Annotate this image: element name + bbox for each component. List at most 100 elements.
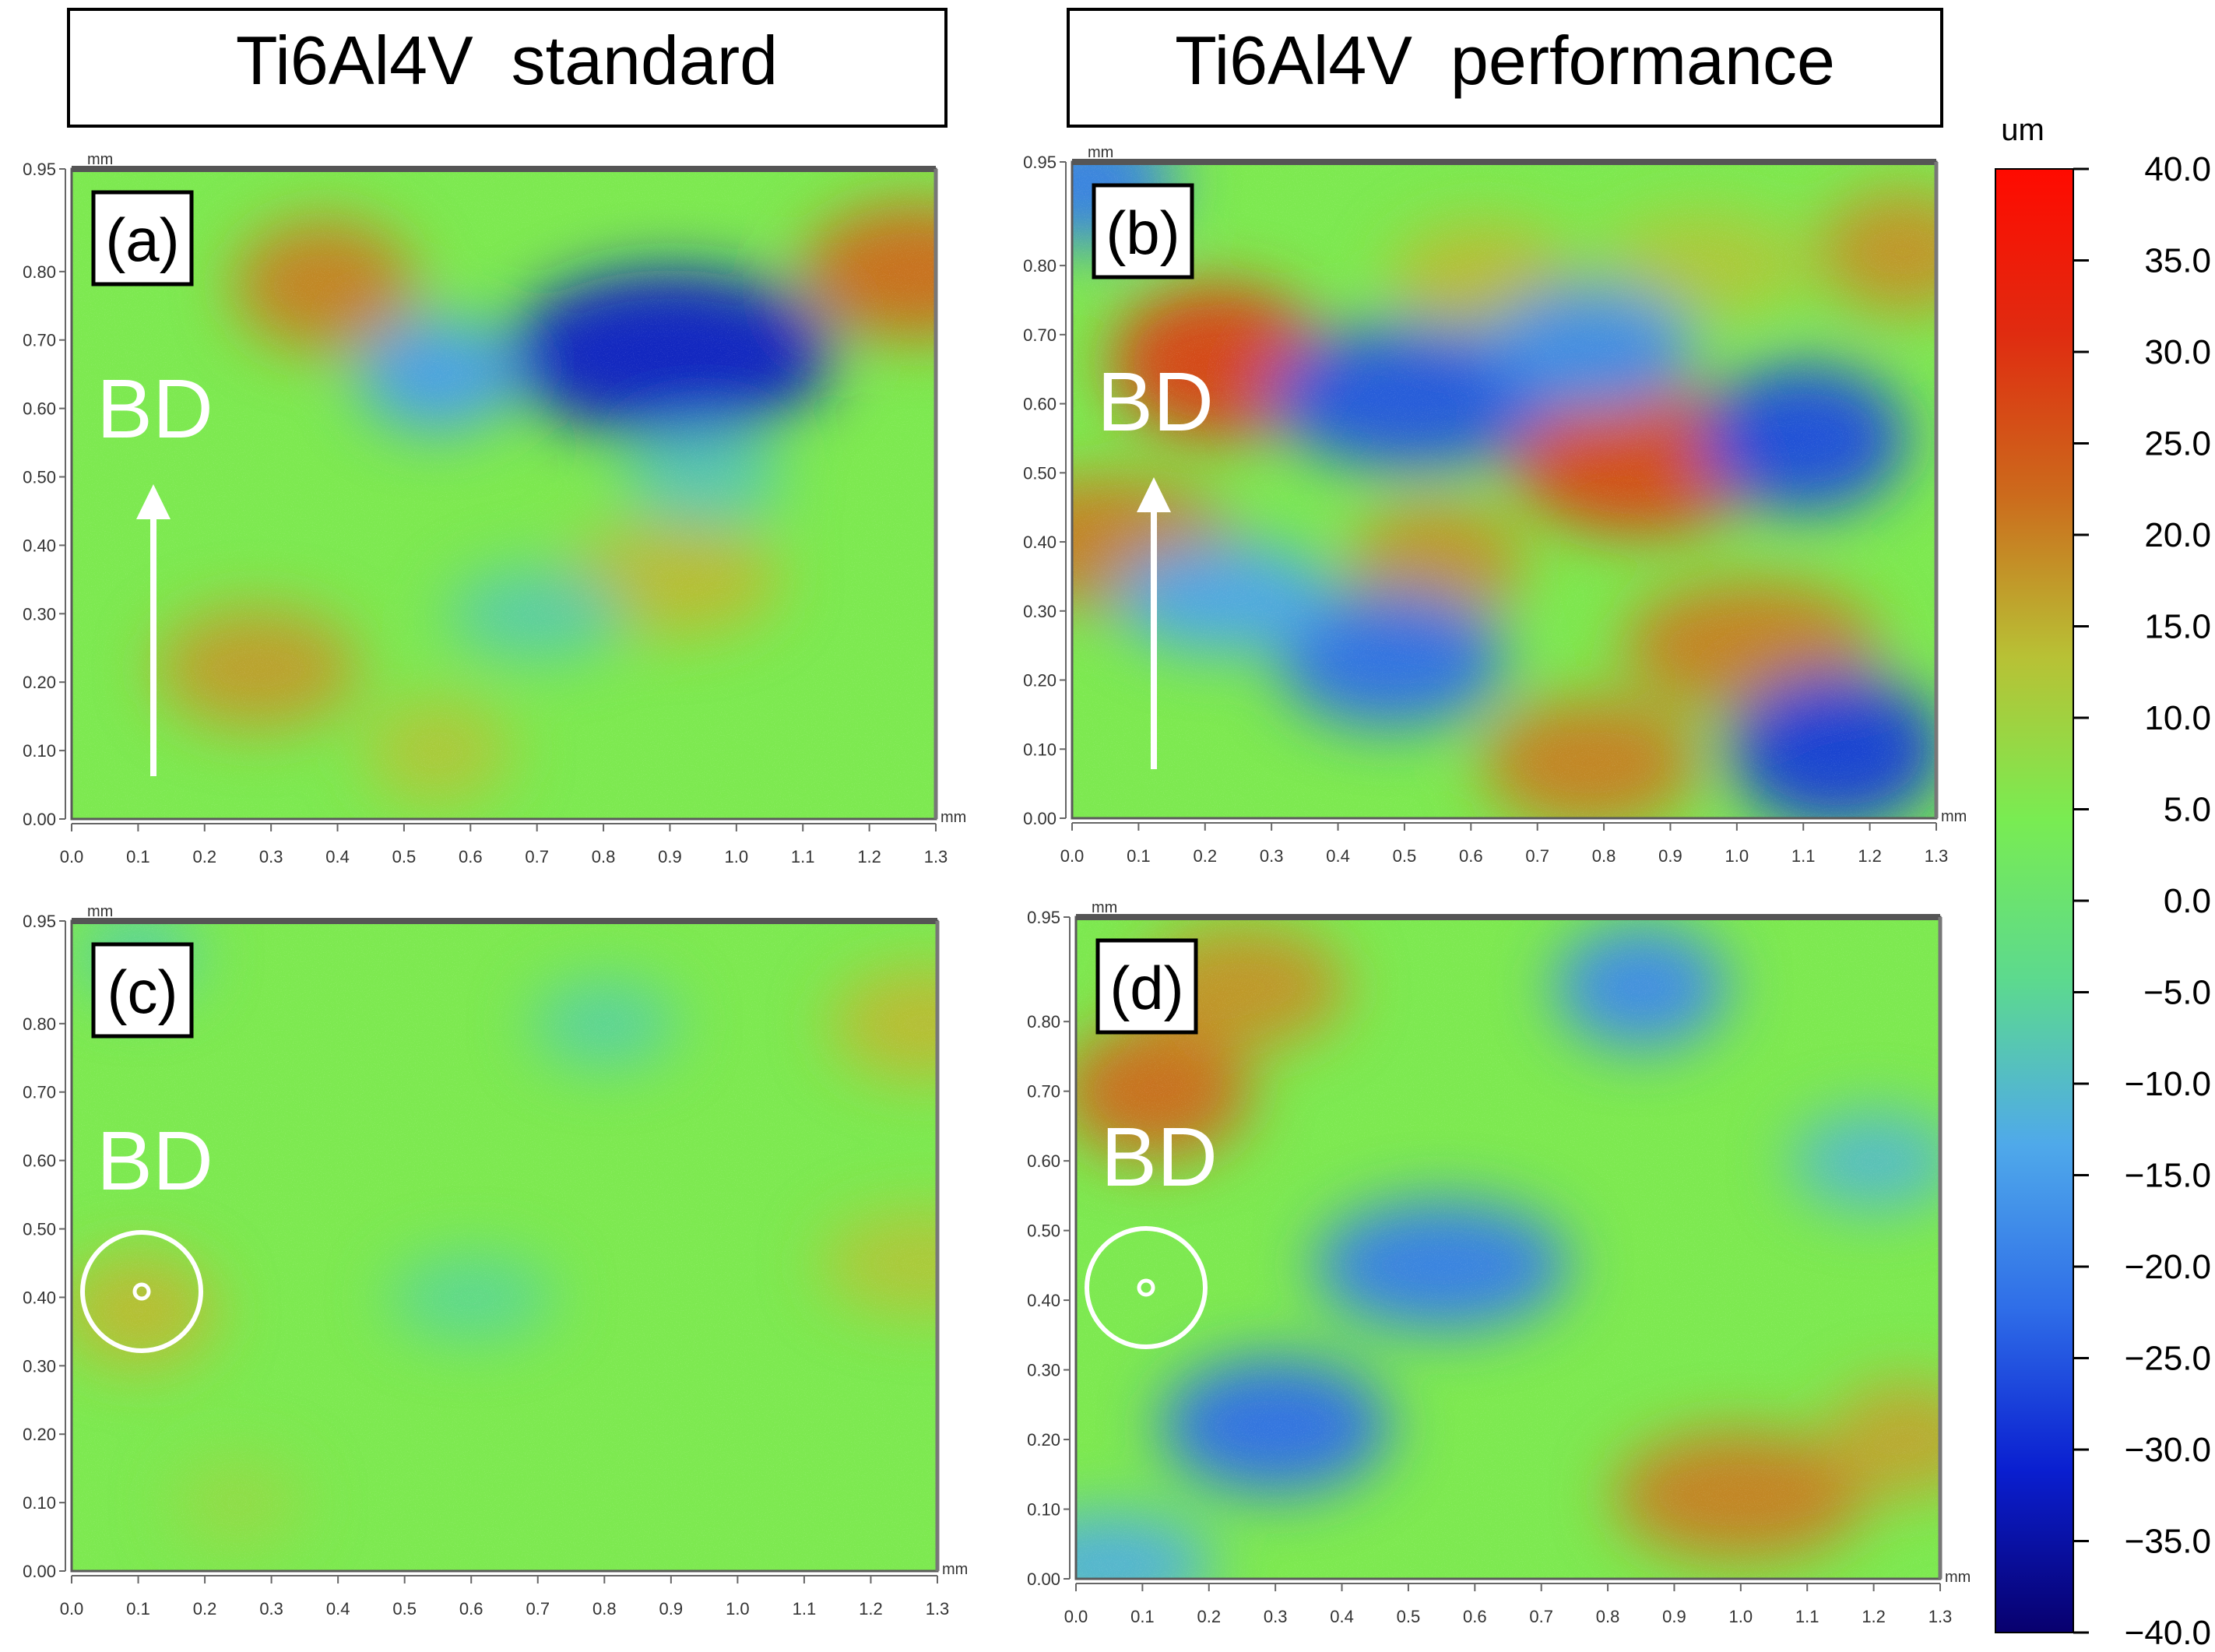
out-of-plane-circle-icon: [1085, 1226, 1208, 1349]
x-tick-label: 0.8: [592, 1599, 617, 1619]
x-tick-label: 0.6: [1463, 1607, 1487, 1626]
x-tick-label: 1.0: [725, 847, 749, 866]
x-tick-label: 0.3: [259, 1599, 283, 1619]
y-tick-label: 0.50: [23, 468, 56, 487]
panel-label-box: [1092, 183, 1194, 279]
colorbar-tick-label: 10.0: [2144, 699, 2211, 737]
x-tick-label: 1.1: [793, 1599, 817, 1619]
colorbar-tick-label: −25.0: [2125, 1340, 2211, 1378]
y-tick-label: 0.30: [1027, 1361, 1060, 1380]
y-axis: 0.00 0.10 0.20 0.30 0.40 0.50 0.60 0.70 0.80 0.95…: [1023, 144, 1113, 828]
y-axis-unit: mm: [1088, 144, 1113, 161]
x-axis-unit: mm: [1941, 808, 1967, 825]
panel-label: (d): [1109, 954, 1183, 1022]
y-tick-label: 0.60: [23, 399, 56, 419]
y-tick-label: 0.20: [1027, 1430, 1060, 1450]
y-tick-label: 0.70: [1023, 325, 1057, 345]
x-tick-label: 0.8: [592, 847, 616, 866]
x-tick-label: 1.3: [926, 1599, 950, 1619]
y-tick-label: 0.60: [23, 1151, 56, 1171]
heatmap-panel: 0.00 0.10 0.20 0.30 0.40 0.50 0.60 0.70 0.80 0.95…: [23, 903, 969, 1619]
panel-label: (c): [107, 958, 178, 1026]
out-of-plane-dot-icon: [1137, 1278, 1155, 1297]
header-performance: Ti6Al4V performance: [1067, 8, 1943, 128]
heatmap-field: [72, 921, 937, 1571]
x-tick-label: 0.0: [60, 1599, 84, 1619]
x-axis: 0.0 0.1 0.2 0.3 0.4 0.5 0.6 0.7 0.8 0.9 1.0 1.1 1.2 1…: [60, 809, 967, 866]
y-axis-unit: mm: [87, 151, 113, 168]
speckle-texture: [1072, 162, 1936, 818]
y-tick-label: 0.50: [23, 1220, 56, 1239]
panel-label-box: [91, 942, 194, 1039]
x-tick-label: 1.2: [857, 847, 881, 866]
x-tick-label: 1.1: [1795, 1607, 1819, 1626]
x-tick-label: 0.1: [126, 847, 150, 866]
x-axis: 0.0 0.1 0.2 0.3 0.4 0.5 0.6 0.7 0.8 0.9 1.0 1.1 1.2 1…: [1060, 808, 1967, 866]
y-tick-label: 0.70: [23, 331, 56, 350]
x-axis-unit: mm: [940, 809, 966, 826]
x-tick-label: 0.7: [525, 847, 549, 866]
colorbar-tick-label: −35.0: [2125, 1523, 2211, 1561]
y-tick-label: 0.10: [23, 741, 56, 761]
x-tick-label: 0.8: [1592, 846, 1616, 866]
x-tick-label: 0.3: [1264, 1607, 1288, 1626]
x-tick-label: 0.5: [1397, 1607, 1421, 1626]
header-performance-text: Ti6Al4V performance: [1175, 22, 1835, 99]
y-tick-label: 0.60: [1023, 395, 1057, 414]
x-tick-label: 1.3: [924, 847, 948, 866]
out-of-plane-circle-icon: [80, 1230, 203, 1353]
y-tick-label: 0.70: [23, 1083, 56, 1102]
y-axis: 0.00 0.10 0.20 0.30 0.40 0.50 0.60 0.70 0.80 0.95…: [23, 151, 113, 829]
x-tick-label: 0.4: [326, 1599, 350, 1619]
colorbar-tick-label: −20.0: [2125, 1248, 2211, 1286]
x-tick-label: 0.2: [193, 1599, 217, 1619]
y-tick-label: 0.10: [1023, 740, 1057, 759]
y-tick-label: 0.30: [1023, 602, 1057, 621]
x-tick-label: 0.3: [1260, 846, 1284, 866]
out-of-plane-dot-icon: [132, 1282, 151, 1301]
arrow-head-icon: [136, 484, 171, 519]
colorbar-tick-label: 25.0: [2144, 425, 2211, 463]
x-tick-label: 1.2: [1858, 846, 1882, 866]
y-axis: 0.00 0.10 0.20 0.30 0.40 0.50 0.60 0.70 0.80 0.95…: [1027, 899, 1117, 1589]
colorbar-tick-label: −40.0: [2125, 1614, 2211, 1652]
x-tick-label: 1.3: [1925, 846, 1949, 866]
x-tick-label: 0.7: [1525, 846, 1549, 866]
colorbar-tick-label: −30.0: [2125, 1431, 2211, 1469]
y-tick-label: 0.30: [23, 1356, 56, 1376]
x-tick-label: 0.4: [325, 847, 350, 866]
x-tick-label: 0.0: [60, 847, 84, 866]
y-tick-label: 0.30: [23, 604, 56, 624]
y-tick-label: 0.80: [23, 262, 56, 282]
x-tick-label: 0.8: [1596, 1607, 1620, 1626]
y-tick-label: 0.95: [23, 160, 56, 179]
heatmap-field: [1072, 162, 1936, 818]
x-tick-label: 0.9: [659, 1599, 684, 1619]
heatmap-field: [1076, 917, 1940, 1579]
x-axis: 0.0 0.1 0.2 0.3 0.4 0.5 0.6 0.7 0.8 0.9 1.0 1.1 1.2 1…: [60, 1561, 969, 1619]
arrow-head-icon: [1137, 477, 1171, 512]
x-tick-label: 1.2: [1862, 1607, 1886, 1626]
x-tick-label: 1.2: [859, 1599, 883, 1619]
y-tick-label: 0.00: [23, 1562, 56, 1581]
colorbar-tick-label: 40.0: [2144, 150, 2211, 188]
y-tick-label: 0.70: [1027, 1082, 1060, 1102]
y-tick-label: 0.95: [23, 912, 56, 931]
x-tick-label: 0.1: [1130, 1607, 1155, 1626]
build-direction-label: BD: [97, 1113, 213, 1207]
x-tick-label: 1.1: [1791, 846, 1816, 866]
y-tick-label: 0.10: [23, 1493, 56, 1513]
y-tick-label: 0.00: [23, 810, 56, 829]
y-tick-label: 0.60: [1027, 1151, 1060, 1171]
y-tick-label: 0.00: [1023, 809, 1057, 828]
x-axis-unit: mm: [942, 1561, 968, 1578]
y-tick-label: 0.40: [1023, 533, 1057, 552]
x-tick-label: 1.3: [1928, 1607, 1953, 1626]
panel-label: (b): [1106, 199, 1180, 267]
colorbar-unit: um: [2001, 113, 2044, 147]
x-axis-unit: mm: [1945, 1569, 1971, 1586]
x-axis: 0.0 0.1 0.2 0.3 0.4 0.5 0.6 0.7 0.8 0.9 1.0 1.1 1.2 1…: [1064, 1569, 1971, 1626]
colorbar-tick-label: 0.0: [2164, 882, 2211, 920]
panel-label-box: [91, 190, 194, 286]
colorbar-tick-label: 5.0: [2164, 791, 2211, 829]
